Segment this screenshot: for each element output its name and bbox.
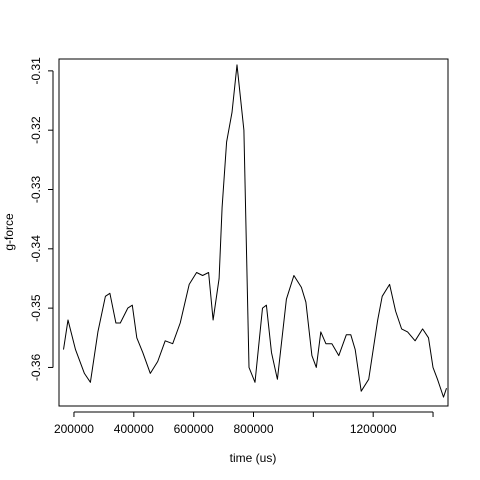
- y-tick-label: -0.34: [29, 235, 43, 263]
- x-tick-label: 600000: [174, 422, 214, 436]
- y-tick-label: -0.33: [29, 175, 43, 203]
- series-line: [63, 64, 447, 398]
- y-axis: -0.31 -0.32 -0.33 -0.34 -0.35 -0.36: [29, 57, 54, 381]
- x-tick-label: 1200000: [350, 422, 397, 436]
- plot-frame: [58, 58, 449, 407]
- y-tick-label: -0.31: [29, 57, 43, 85]
- x-tick-label: 400000: [114, 422, 154, 436]
- y-tick-label: -0.35: [29, 294, 43, 322]
- y-tick-label: -0.36: [29, 353, 43, 381]
- y-axis-label: g-force: [2, 213, 16, 251]
- x-tick-label: 800000: [233, 422, 273, 436]
- x-tick-label: 200000: [54, 422, 94, 436]
- y-tick-label: -0.32: [29, 116, 43, 144]
- x-axis-label: time (us): [230, 451, 277, 465]
- series-layer: [63, 64, 447, 398]
- x-axis: 200000 400000 600000 800000 1200000: [54, 411, 434, 436]
